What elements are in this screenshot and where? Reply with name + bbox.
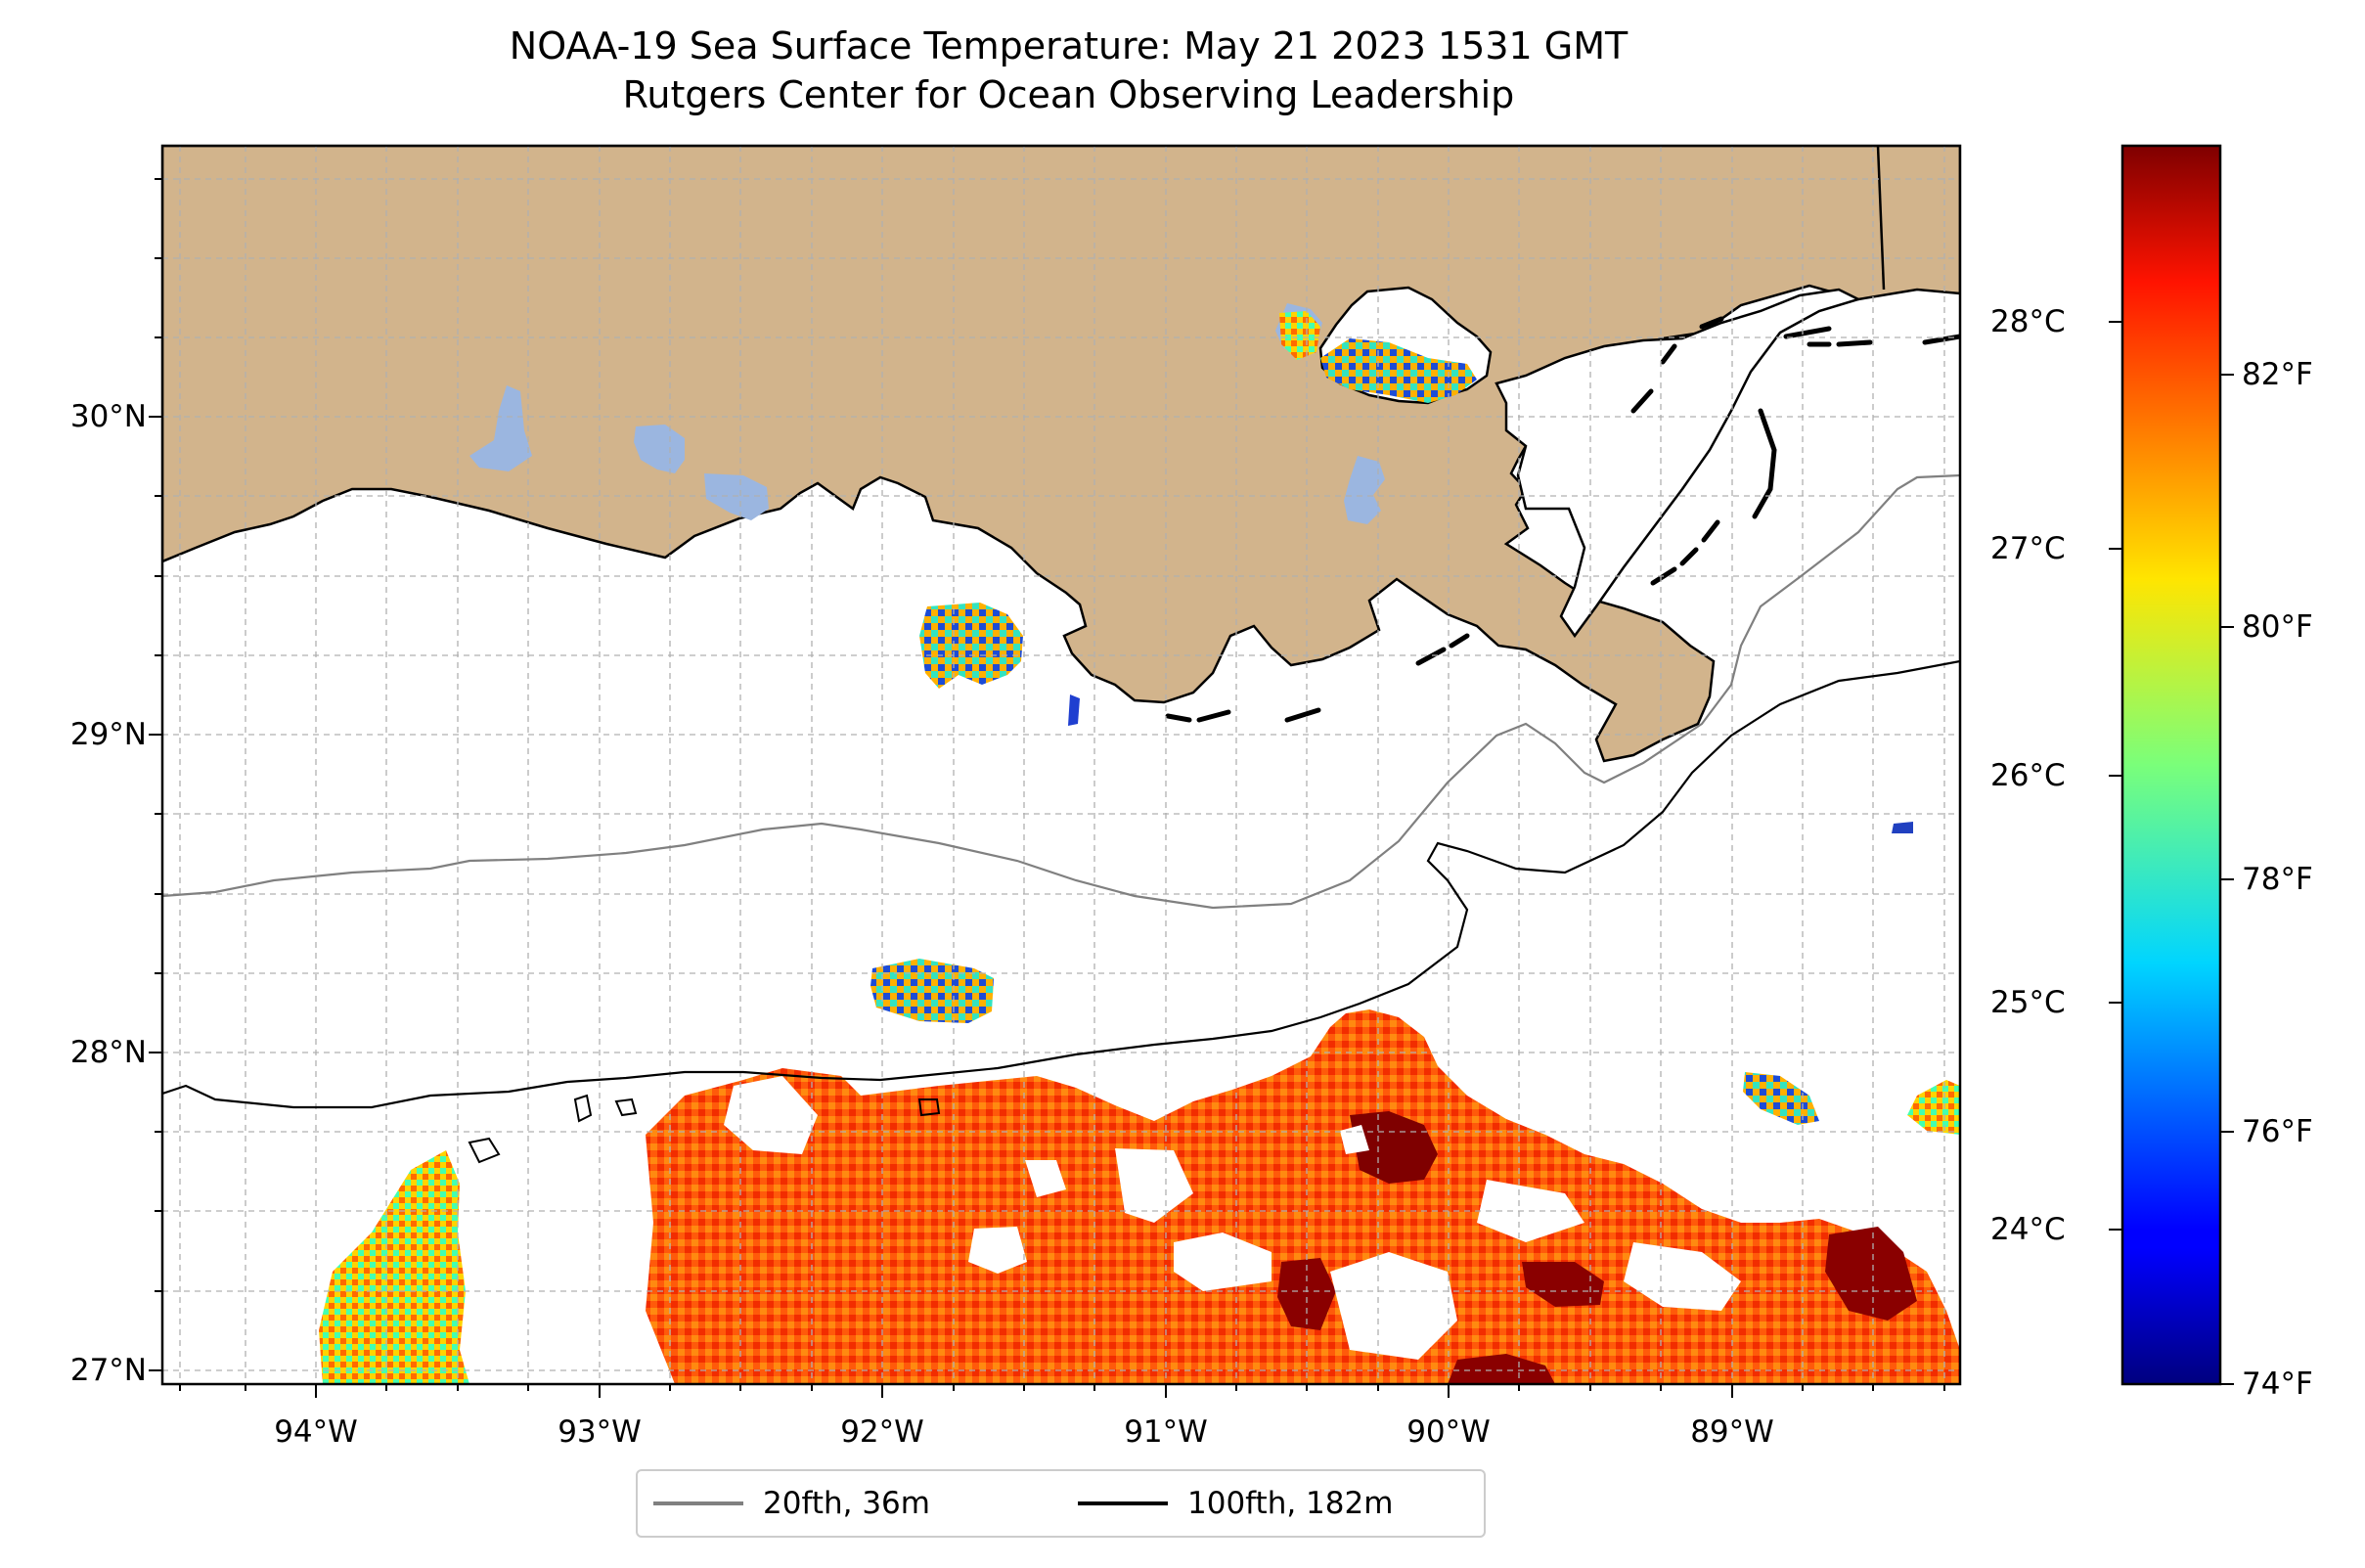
- title-line-1: NOAA-19 Sea Surface Temperature: May 21 …: [509, 24, 1629, 67]
- sst-patch: [1522, 1262, 1604, 1307]
- tick-marks: [149, 178, 1945, 1398]
- lon-label-90W: 90°W: [1406, 1414, 1491, 1450]
- lake-borgne: [1495, 288, 1862, 639]
- colorbar-label-76F: 76°F: [2242, 1114, 2313, 1149]
- colorbar-label-80F: 80°F: [2242, 609, 2313, 645]
- gridlines: [162, 146, 1960, 1384]
- lake-grand: [634, 425, 685, 473]
- sst-patch: [1892, 822, 1913, 833]
- sst-patch: [1350, 1111, 1438, 1184]
- reef-outlines: [468, 1094, 941, 1164]
- lon-label-89W: 89°W: [1690, 1414, 1774, 1450]
- sst-patch: [1825, 1227, 1917, 1321]
- plot-frame: [160, 144, 1962, 1386]
- colorbar: [2120, 144, 2222, 1386]
- legend: 20fth, 36m 100fth, 182m: [636, 1469, 1486, 1538]
- sst-data-layer: [319, 311, 1960, 1384]
- data-gaps: [724, 1076, 1741, 1360]
- lake-white: [704, 473, 769, 520]
- legend-label-100fth: 100fth, 182m: [1187, 1486, 1394, 1521]
- isobath-100fth: [162, 659, 1960, 1109]
- isobath-20fth: [162, 473, 1960, 910]
- colorbar-ticks: [2109, 321, 2234, 1385]
- legend-item-20fth: 20fth, 36m: [653, 1471, 930, 1536]
- lake-calcasieu: [469, 385, 532, 471]
- lon-label-93W: 93°W: [558, 1414, 642, 1450]
- legend-swatch-20fth: [653, 1501, 743, 1505]
- sst-patch: [646, 1009, 1960, 1384]
- lon-label-92W: 92°W: [840, 1414, 924, 1450]
- lat-label-30N: 30°N: [69, 399, 147, 434]
- sst-patch: [919, 603, 1023, 689]
- colorbar-label-74F: 74°F: [2242, 1366, 2313, 1402]
- lon-label-94W: 94°W: [274, 1414, 358, 1450]
- sst-patch: [1743, 1072, 1819, 1125]
- sst-patch: [319, 1150, 469, 1384]
- colorbar-label-28C: 28°C: [1990, 304, 2066, 339]
- lat-label-27N: 27°N: [69, 1353, 147, 1388]
- lake-salvador: [1344, 456, 1385, 524]
- colorbar-label-82F: 82°F: [2242, 357, 2313, 392]
- colorbar-label-26C: 26°C: [1990, 758, 2066, 793]
- sst-patch: [1277, 1258, 1336, 1330]
- sst-patch: [1279, 311, 1320, 360]
- colorbar-label-78F: 78°F: [2242, 862, 2313, 897]
- sst-patch: [1448, 1354, 1555, 1384]
- lon-label-91W: 91°W: [1124, 1414, 1208, 1450]
- colorbar-label-24C: 24°C: [1990, 1212, 2066, 1247]
- legend-swatch-100fth: [1078, 1501, 1168, 1505]
- colorbar-label-27C: 27°C: [1990, 531, 2066, 566]
- state-border: [1876, 146, 1886, 291]
- sst-patch: [1320, 338, 1477, 403]
- legend-item-100fth: 100fth, 182m: [1078, 1471, 1393, 1536]
- title-line-2: Rutgers Center for Ocean Observing Leade…: [622, 73, 1515, 116]
- sst-patch: [1068, 694, 1080, 726]
- chart-title: NOAA-19 Sea Surface Temperature: May 21 …: [0, 22, 2137, 119]
- lat-label-29N: 29°N: [69, 717, 147, 752]
- colorbar-label-25C: 25°C: [1990, 985, 2066, 1020]
- barrier-islands: [1165, 316, 1960, 723]
- legend-label-20fth: 20fth, 36m: [763, 1486, 930, 1521]
- sst-patch: [1907, 1080, 1960, 1135]
- sst-patch: [870, 959, 994, 1023]
- lat-label-28N: 28°N: [69, 1035, 147, 1070]
